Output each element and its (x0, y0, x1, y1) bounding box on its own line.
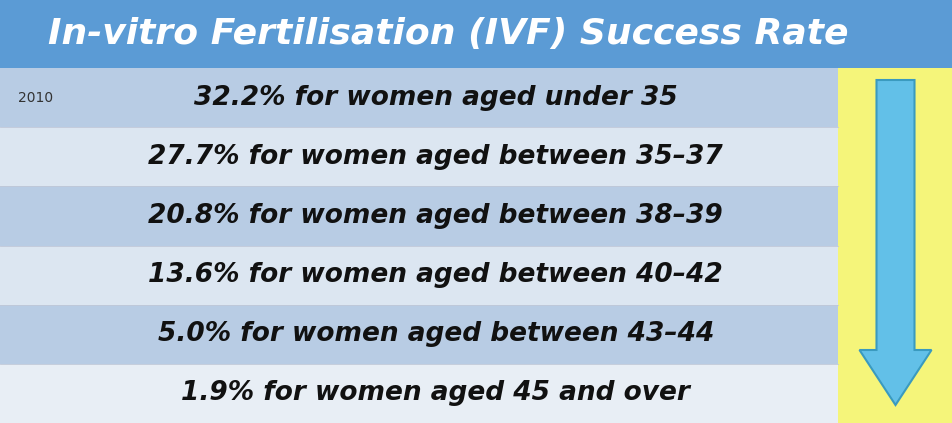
Bar (795, 47, 952, 423)
Bar (0, 364, 837, 423)
Bar (837, 68, 952, 423)
Bar (0, 305, 837, 364)
Text: In-vitro Fertilisation (IVF) Success Rate: In-vitro Fertilisation (IVF) Success Rat… (48, 17, 847, 51)
Text: 27.7% for women aged between 35–37: 27.7% for women aged between 35–37 (149, 144, 723, 170)
Bar (825, 62, 952, 423)
Text: 2010: 2010 (18, 91, 53, 104)
Bar (0, 0, 952, 68)
Text: 1.9% for women aged 45 and over: 1.9% for women aged 45 and over (181, 380, 689, 407)
Bar (0, 245, 837, 305)
Text: 13.6% for women aged between 40–42: 13.6% for women aged between 40–42 (149, 262, 723, 288)
Bar (819, 59, 952, 423)
Bar (813, 56, 952, 423)
Bar (837, 68, 952, 423)
Bar (802, 50, 952, 423)
Bar (0, 187, 837, 245)
Bar (807, 53, 952, 423)
Polygon shape (859, 80, 930, 405)
Text: 5.0% for women aged between 43–44: 5.0% for women aged between 43–44 (157, 321, 713, 347)
Text: 20.8% for women aged between 38–39: 20.8% for women aged between 38–39 (149, 203, 723, 229)
Bar (0, 127, 837, 187)
Bar (831, 65, 952, 423)
Bar (0, 68, 837, 127)
Text: 32.2% for women aged under 35: 32.2% for women aged under 35 (193, 85, 677, 110)
